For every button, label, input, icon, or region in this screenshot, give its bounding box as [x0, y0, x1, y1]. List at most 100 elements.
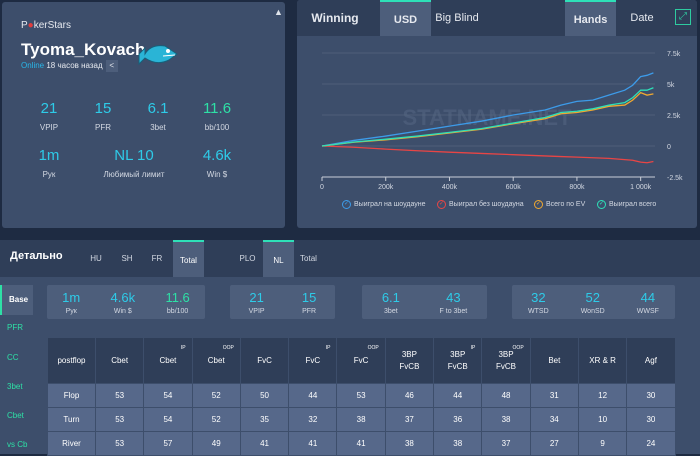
side-tab-cc[interactable]: CC: [7, 353, 19, 362]
share-icon[interactable]: <: [105, 60, 118, 72]
side-tab-3bet[interactable]: 3bet: [7, 382, 23, 391]
column-header: Cbet IP: [143, 337, 193, 384]
tab-nl[interactable]: NL: [263, 240, 294, 277]
table-cell: 10: [577, 407, 628, 432]
group-stat: 52 WonSD: [581, 290, 605, 315]
group-stat: 21 VPIP: [249, 290, 265, 315]
tab-game-total[interactable]: Total: [300, 254, 317, 263]
group-stat: 6.1 3bet: [382, 290, 400, 315]
x-tick-label: 800k: [569, 184, 585, 191]
side-tab-cbet[interactable]: Cbet: [7, 411, 24, 420]
column-header: 3BP FvCB OOP: [481, 337, 531, 384]
column-header: 3BP FvCB IP: [433, 337, 483, 384]
table-cell: 52: [191, 407, 241, 432]
group-stat: 32 WTSD: [528, 290, 549, 315]
group-stat-label: 3bet: [384, 307, 398, 315]
tab-date[interactable]: Date: [630, 12, 654, 24]
table-cell: 30: [626, 407, 676, 432]
y-tick-label: 7.5k: [667, 51, 681, 58]
side-tab-base[interactable]: Base: [0, 285, 33, 315]
table-cell: 53: [94, 383, 145, 408]
tab-table-total[interactable]: Total: [173, 240, 204, 277]
group-stat: 44 WWSF: [637, 290, 659, 315]
x-tick-label: 0: [320, 184, 324, 191]
column-header: FvC: [239, 337, 290, 384]
x-tick-label: 200k: [378, 184, 394, 191]
legend-item-showdown[interactable]: ✓ Выиграл на шоудауне: [342, 200, 426, 209]
table-cell: 53: [336, 383, 386, 408]
stat-group-general: 1m Рук 4.6k Win $ 11.6 bb/100: [47, 285, 205, 319]
side-tab-pfr[interactable]: PFR: [7, 323, 23, 332]
tab-plo[interactable]: PLO: [239, 254, 256, 263]
table-cell: 41: [239, 431, 290, 456]
table-cell: 49: [191, 431, 241, 456]
table-row: Turn 53 54 52 35 32 38 37 36 38 34 10 30: [47, 407, 676, 432]
x-tick-label: 400k: [442, 184, 458, 191]
legend-item-ev[interactable]: ✓ Всего по EV: [534, 200, 586, 209]
table-cell: River: [47, 431, 96, 456]
table-cell: 31: [529, 383, 579, 408]
table-cell: 44: [433, 383, 483, 408]
table-cell: 38: [384, 431, 435, 456]
table-cell: 54: [143, 383, 193, 408]
column-header: 3BP FvCB: [384, 337, 435, 384]
y-tick-label: 2.5k: [667, 113, 681, 120]
expand-icon[interactable]: ⤢: [675, 9, 691, 25]
side-tab-vs-cb[interactable]: vs Cb: [7, 440, 28, 449]
group-stat: 1m Рук: [62, 290, 80, 315]
column-header: XR & R: [577, 337, 628, 384]
group-stat-value: 1m: [62, 289, 81, 305]
group-stat-value: 44: [640, 289, 656, 305]
table-cell: 38: [481, 407, 531, 432]
stat-group-showdown: 32 WTSD 52 WonSD 44 WWSF: [512, 285, 675, 319]
group-stat-label: WTSD: [528, 307, 549, 315]
table-cell: 54: [143, 407, 193, 432]
table-cell: 53: [94, 407, 145, 432]
stat-pfr: 15 PFR: [94, 100, 112, 132]
table-cell: Flop: [47, 383, 96, 408]
legend-item-total[interactable]: ✓ Выиграл всего: [597, 200, 657, 209]
collapse-icon[interactable]: ▲: [274, 7, 283, 17]
group-stat-value: 4.6k: [110, 289, 136, 305]
series-line-3: [321, 87, 654, 147]
stat-group-3bet: 6.1 3bet 43 F to 3bet: [362, 285, 487, 319]
group-stat: 4.6k Win $: [111, 290, 136, 315]
tab-big-blind[interactable]: Big Blind: [435, 12, 479, 24]
x-tick-label: 600k: [506, 184, 522, 191]
player-card: P●kerStars Tyoma_Kovach Online 18 часов …: [2, 2, 285, 228]
table-row: River 53 57 49 41 41 41 38 38 37 27 9 24: [47, 431, 676, 456]
legend-item-nonshowdown[interactable]: ✓ Выиграл без шоудауна: [437, 200, 524, 209]
group-stat-label: PFR: [302, 307, 317, 315]
detail-header: Детально HU SH FR Total PLO NL Total: [0, 240, 700, 277]
stat-vpip: 21 VPIP: [39, 100, 59, 132]
tab-sh[interactable]: SH: [121, 254, 133, 263]
online-label: Online: [21, 61, 45, 70]
table-cell: 37: [384, 407, 435, 432]
table-cell: 37: [481, 431, 531, 456]
group-stat-value: 43: [446, 289, 461, 305]
tab-usd[interactable]: USD: [380, 0, 431, 36]
table-cell: 41: [288, 431, 338, 456]
tab-fr[interactable]: FR: [151, 254, 163, 263]
group-stat-label: F to 3bet: [439, 307, 468, 315]
chart-header: Winning USD Big Blind Hands Date ⤢: [297, 0, 697, 36]
group-stat-label: Win $: [113, 307, 132, 315]
table-cell: 12: [577, 383, 628, 408]
table-cell: 27: [529, 431, 579, 456]
column-header: FvC OOP: [336, 337, 386, 384]
table-cell: 38: [336, 407, 386, 432]
shark-icon: [138, 45, 178, 66]
player-name: Tyoma_Kovach: [21, 40, 146, 59]
group-stat-value: 15: [301, 289, 317, 305]
tab-hands[interactable]: Hands: [565, 0, 616, 36]
table-cell: 36: [433, 407, 483, 432]
column-header: Agf: [626, 337, 676, 384]
tab-hu[interactable]: HU: [90, 254, 102, 263]
column-header: Bet: [529, 337, 579, 384]
group-stat: 43 F to 3bet: [440, 290, 468, 315]
postflop-table: postflop Cbet Cbet IP Cbet OOP FvC FvC IP FvC OOP 3…: [47, 337, 676, 456]
table-cell: 24: [626, 431, 676, 456]
detail-title: Детально: [10, 250, 63, 262]
stat-favorite-limit: NL 10 Любимый лимит: [103, 147, 165, 179]
group-stat-label: VPIP: [248, 307, 265, 315]
